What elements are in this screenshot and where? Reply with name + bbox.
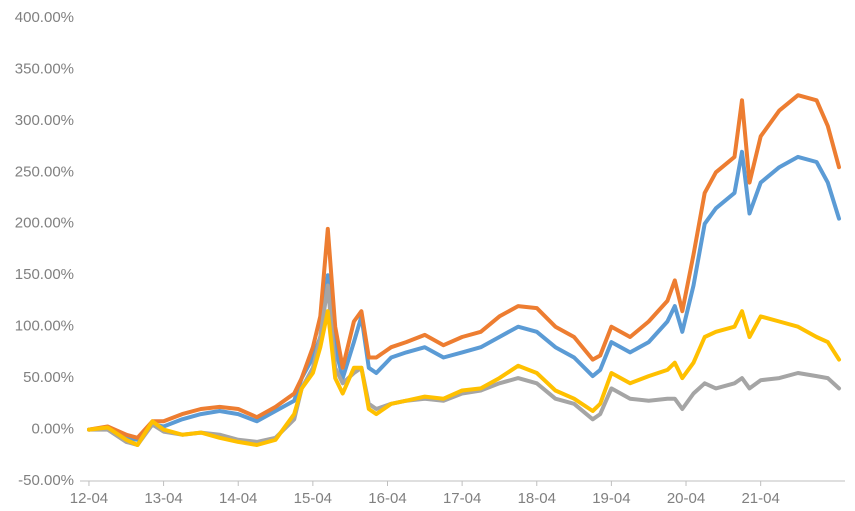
x-tick-label: 19-04: [592, 490, 630, 507]
y-tick-label: -50.00%: [18, 472, 74, 489]
x-tick-label: 13-04: [144, 490, 182, 507]
x-tick-label: 21-04: [741, 490, 779, 507]
y-tick-label: 0.00%: [31, 421, 74, 438]
x-tick-label: 15-04: [294, 490, 332, 507]
y-tick-label: 200.00%: [15, 215, 74, 232]
y-tick-label: 150.00%: [15, 266, 74, 283]
x-tick-label: 16-04: [368, 490, 406, 507]
x-tick-label: 14-04: [219, 490, 257, 507]
x-tick-label: 12-04: [70, 490, 108, 507]
x-tick-label: 18-04: [518, 490, 556, 507]
y-tick-label: 350.00%: [15, 60, 74, 77]
line-series: [87, 149, 841, 442]
x-tick-label: 17-04: [443, 490, 481, 507]
y-tick-label: 50.00%: [23, 369, 74, 386]
y-tick-label: 300.00%: [15, 112, 74, 129]
y-tick-label: 250.00%: [15, 163, 74, 180]
y-tick-label: 100.00%: [15, 318, 74, 335]
line-series: [87, 309, 841, 447]
line-series: [87, 283, 841, 447]
x-tick-label: 20-04: [667, 490, 705, 507]
line-series: [87, 93, 841, 440]
y-tick-label: 400.00%: [15, 9, 74, 26]
